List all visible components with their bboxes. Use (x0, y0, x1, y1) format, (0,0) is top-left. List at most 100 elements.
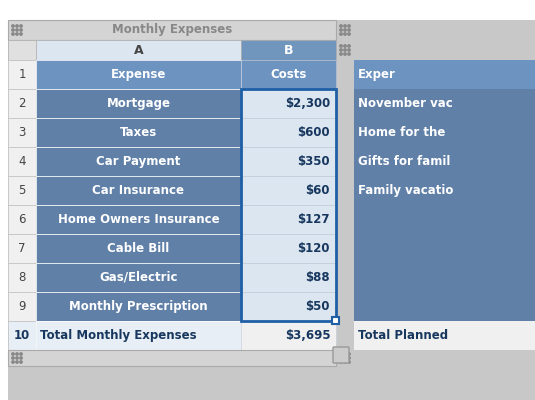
Text: 3: 3 (18, 126, 26, 139)
Circle shape (348, 361, 350, 363)
Circle shape (12, 353, 14, 355)
Circle shape (12, 25, 14, 27)
Circle shape (12, 361, 14, 363)
Circle shape (344, 25, 346, 27)
Text: Cable Bill: Cable Bill (108, 242, 170, 255)
Text: Car Payment: Car Payment (96, 155, 181, 168)
Bar (8, 89, 36, 118)
Text: Monthly Expenses: Monthly Expenses (112, 24, 232, 36)
Bar (8, 263, 36, 292)
Text: 6: 6 (18, 213, 26, 226)
Circle shape (16, 29, 18, 31)
Circle shape (20, 33, 22, 35)
Circle shape (12, 357, 14, 359)
Circle shape (20, 353, 22, 355)
Circle shape (340, 45, 342, 47)
Text: 8: 8 (18, 271, 26, 284)
Bar (241, 60, 336, 89)
Circle shape (344, 357, 346, 359)
Bar (241, 263, 336, 292)
Circle shape (348, 357, 350, 359)
Circle shape (340, 357, 342, 359)
Circle shape (16, 353, 18, 355)
Bar (8, 234, 36, 263)
Circle shape (348, 45, 350, 47)
Circle shape (340, 29, 342, 31)
Text: $2,300: $2,300 (285, 97, 330, 110)
Circle shape (340, 33, 342, 35)
Circle shape (344, 53, 346, 55)
Bar (241, 176, 336, 205)
Bar (0, 0, 535, 20)
Bar (354, 118, 535, 147)
Circle shape (16, 25, 18, 27)
Circle shape (340, 53, 342, 55)
Bar (354, 89, 535, 118)
Text: November vac: November vac (358, 97, 453, 110)
Text: $127: $127 (297, 213, 330, 226)
Bar (36, 263, 241, 292)
Circle shape (16, 357, 18, 359)
FancyBboxPatch shape (333, 347, 349, 363)
Circle shape (348, 53, 350, 55)
Circle shape (20, 361, 22, 363)
Text: 9: 9 (18, 300, 26, 313)
Text: $50: $50 (305, 300, 330, 313)
Bar (354, 321, 535, 350)
Text: 10: 10 (14, 329, 30, 342)
Bar (8, 118, 36, 147)
Bar (354, 263, 535, 292)
Circle shape (344, 49, 346, 51)
Circle shape (20, 29, 22, 31)
Bar (354, 234, 535, 263)
Text: $88: $88 (305, 271, 330, 284)
Circle shape (340, 361, 342, 363)
Circle shape (340, 49, 342, 51)
Bar (8, 20, 336, 40)
Circle shape (344, 353, 346, 355)
Circle shape (12, 33, 14, 35)
Bar (241, 89, 336, 118)
Bar (36, 118, 241, 147)
Text: 1: 1 (18, 68, 26, 81)
Bar (8, 0, 366, 20)
Text: $350: $350 (297, 155, 330, 168)
Bar (36, 40, 241, 60)
Bar (241, 40, 336, 60)
Text: 7: 7 (18, 242, 26, 255)
Text: Family vacatio: Family vacatio (358, 184, 453, 197)
Text: Home for the: Home for the (358, 126, 445, 139)
Bar (8, 40, 36, 60)
Bar (241, 321, 336, 350)
Bar (36, 205, 241, 234)
Bar (354, 60, 535, 89)
Bar (36, 89, 241, 118)
Text: Costs: Costs (270, 68, 307, 81)
Bar (354, 205, 535, 234)
Bar (354, 176, 535, 205)
Bar (332, 317, 339, 324)
Circle shape (348, 353, 350, 355)
Bar (241, 234, 336, 263)
Bar (0, 0, 8, 400)
Circle shape (344, 33, 346, 35)
Bar (241, 147, 336, 176)
Text: Expense: Expense (111, 68, 166, 81)
Text: Total Monthly Expenses: Total Monthly Expenses (40, 329, 197, 342)
Bar (241, 118, 336, 147)
Circle shape (340, 353, 342, 355)
Bar (8, 147, 36, 176)
Text: Monthly Prescription: Monthly Prescription (69, 300, 208, 313)
Bar (8, 205, 36, 234)
Circle shape (348, 29, 350, 31)
Circle shape (344, 45, 346, 47)
Circle shape (348, 49, 350, 51)
Text: Exper: Exper (358, 68, 396, 81)
Text: Gifts for famil: Gifts for famil (358, 155, 450, 168)
Bar (8, 321, 36, 350)
Bar (241, 89, 336, 321)
Text: 2: 2 (18, 97, 26, 110)
Bar (241, 292, 336, 321)
Circle shape (348, 25, 350, 27)
Circle shape (16, 361, 18, 363)
